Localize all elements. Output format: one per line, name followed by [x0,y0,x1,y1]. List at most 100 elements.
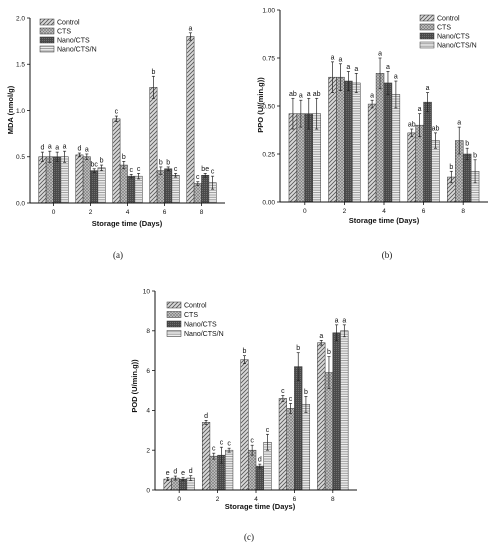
mda-letter-cts-day-4: b [122,154,126,161]
ppo-errorbar-control-day-2 [331,61,335,93]
pod-bar-cts-day-4 [248,449,257,491]
ppo-bar-nano-cts-n-day-6 [431,140,440,203]
mda-ytick-label: 2.0 [16,15,25,22]
ppo-legend-label: Nano/CTS [437,34,470,41]
mda-legend-swatch [39,18,55,26]
mda-errorbar-cts-day-6 [159,166,163,175]
mda-panel-caption: (a) [113,250,123,260]
ppo-errorbar-nano-cts-day-4 [386,71,390,95]
pod-letter-control-day-4: b [243,348,247,355]
ppo-xtick-label: 0 [303,208,307,215]
pod-ytick-label: 6 [146,368,150,375]
ppo-letter-nano-cts-day-6: a [426,85,430,92]
pod-errorbar-nano-cts-day-6 [296,352,300,381]
mda-letter-control-day-0: d [40,145,44,152]
pod-letter-nano-cts-n-day-4: c [266,427,270,434]
mda-bar-nano-cts-day-8 [201,175,210,204]
pod-panel-caption: (c) [244,532,254,542]
pod-errorbar-cts-day-2 [212,452,216,460]
ppo-errorbar-control-day-0 [291,97,295,130]
pod-bar-cts-day-2 [209,455,218,491]
mda-bar-cts-day-8 [193,183,202,204]
pod-errorbar-control-day-6 [281,395,285,402]
mda-errorbar-nano-cts-n-day-8 [211,175,215,190]
ppo-errorbar-cts-day-6 [418,113,422,138]
mda-bar-cts-day-6 [156,170,165,204]
pod-xtick-label: 6 [293,496,297,503]
pod-errorbar-cts-day-6 [289,403,293,414]
pod-bar-cts-day-8 [324,372,334,491]
mda-legend-label: Nano/CTS/N [57,47,97,54]
ppo-ytick-label: 1.00 [262,7,275,14]
ppo-letter-control-day-2: a [331,54,335,61]
mda-xlabel: Storage time (Days) [92,219,163,228]
pod-bar-nano-cts-day-6 [294,366,303,491]
mda-bar-control-day-6 [149,87,158,204]
mda-letter-cts-day-2: a [85,146,89,153]
mda-xtick-label: 4 [126,209,130,216]
mda-xtick-label: 6 [163,209,167,216]
mda-legend-swatch [39,27,55,35]
mda-ytick-label: 0.5 [16,154,25,161]
pod-letter-control-day-2: d [204,413,208,420]
ppo-errorbar-nano-cts-day-2 [346,71,350,91]
ppo-letter-cts-day-2: a [338,56,342,63]
ppo-bar-nano-cts-day-4 [383,82,393,203]
pod-bar-nano-cts-day-4 [255,465,264,491]
ppo-xtick-label: 4 [382,208,386,215]
mda-letter-nano-cts-n-day-4: c [137,166,141,173]
pod-letter-cts-day-4: c [250,438,254,445]
pod-xtick-label: 4 [254,496,258,503]
pod-legend-item-nano-cts-n: Nano/CTS/N [166,330,224,338]
ppo-errorbar-cts-day-2 [338,63,342,91]
mda-bar-cts-day-2 [82,156,91,204]
mda-bar-control-day-0 [38,156,47,204]
pod-ytick-label: 4 [146,408,150,415]
ppo-bar-cts-day-4 [375,73,385,203]
mda-letter-nano-cts-n-day-2: b [100,158,104,165]
ppo-errorbar-nano-cts-n-day-4 [394,80,398,109]
ppo-bar-control-day-2 [328,76,337,203]
ppo-legend-swatch [419,23,435,31]
mda-legend-label: Nano/CTS [57,38,90,45]
mda-bar-nano-cts-n-day-0 [60,156,69,204]
pod-errorbar-control-day-8 [319,340,323,346]
mda-errorbar-control-day-0 [40,151,44,162]
mda-legend-item-cts: CTS [39,27,71,36]
mda-bar-cts-day-4 [119,164,128,204]
pod-letter-nano-cts-day-2: c [220,440,224,447]
mda-errorbar-nano-cts-day-0 [55,151,59,162]
mda-bar-nano-cts-day-6 [164,168,173,204]
mda-axes: 0 2 4 6 8 0.0 0.5 1.0 1.5 2.0 [16,15,225,216]
mda-letter-control-day-4: c [115,109,119,116]
pod-legend-swatch [166,320,182,328]
mda-legend-swatch [39,36,55,44]
mda-legend-swatch [39,45,55,53]
ppo-bar-nano-cts-day-6 [423,101,432,203]
pod-legend-item-control: Control [166,301,207,310]
pod-letter-nano-cts-day-0: e [181,470,185,477]
ppo-xtick-label: 8 [461,208,465,215]
ppo-errorbar-nano-cts-n-day-2 [354,73,358,93]
mda-letter-control-day-8: a [188,25,192,32]
pod-letter-control-day-0: e [166,470,170,477]
mda-ytick-label: 1.5 [16,62,25,69]
mda-errorbar-nano-cts-day-2 [92,168,96,173]
pod-letter-nano-cts-day-6: b [296,345,300,352]
ppo-legend-label: CTS [437,25,451,32]
mda-errorbar-cts-day-2 [85,153,89,160]
mda-xtick-label: 8 [200,209,204,216]
ppo-bar-control-day-6 [407,132,416,203]
ppo-letter-nano-cts-n-day-2: a [354,66,358,73]
pod-errorbar-cts-day-4 [250,444,254,456]
mda-legend: Control CTS Nano/CTS Nano/CTS/N [39,18,97,54]
ppo-letter-control-day-4: a [370,93,374,100]
ppo-ytick-label: 0.00 [262,199,275,206]
pod-errorbar-control-day-4 [242,355,246,364]
mda-errorbar-control-day-8 [188,32,192,41]
pod-bar-nano-cts-n-day-8 [340,330,349,491]
ppo-legend-item-nano-cts-n: Nano/CTS/N [419,41,477,50]
